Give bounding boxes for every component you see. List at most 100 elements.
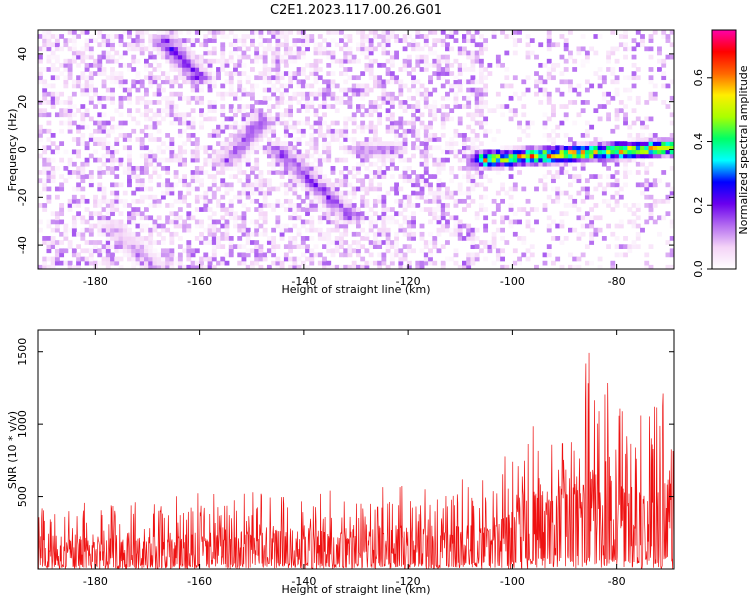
- spectrogram-cell: [538, 149, 544, 155]
- spectrogram-cell: [50, 157, 56, 163]
- spectrogram-cell: [131, 46, 137, 52]
- spectrogram-cell: [279, 42, 285, 48]
- spectrogram-cell: [466, 67, 472, 72]
- spectrogram-cell: [135, 87, 141, 93]
- spectrogram-cell: [114, 198, 120, 204]
- spectrogram-cell: [275, 223, 281, 229]
- spectrogram-cell: [364, 165, 370, 171]
- spectrogram-cell: [521, 149, 527, 155]
- spectrogram-cell: [292, 215, 298, 221]
- spectrogram-cell: [165, 219, 171, 225]
- spectrogram-cell: [652, 83, 658, 89]
- spectrogram-cell: [177, 252, 183, 258]
- spectrogram-cell: [46, 100, 52, 105]
- spectrogram-cell: [635, 215, 641, 221]
- spectrogram-cell: [436, 170, 442, 175]
- spectrogram-cell: [237, 194, 243, 200]
- spectrogram-cell: [254, 112, 260, 118]
- spectrogram-cell: [309, 252, 315, 258]
- spectrogram-cell: [283, 62, 289, 68]
- spectrogram-cell: [529, 252, 535, 258]
- spectrogram-cell: [423, 141, 429, 146]
- spectrogram-cell: [623, 141, 628, 146]
- spectrogram-cell: [156, 30, 162, 35]
- spectrogram-cell: [644, 141, 650, 146]
- spectrogram-cell: [50, 227, 56, 233]
- spectrogram-cell: [563, 153, 569, 159]
- spectrogram-cell: [618, 194, 624, 200]
- spectrogram-cell: [474, 120, 480, 126]
- spectrogram-cell: [84, 174, 90, 179]
- spectrogram-cell: [177, 116, 183, 122]
- spectrogram-cell: [623, 116, 628, 122]
- spectrogram-cell: [271, 186, 277, 192]
- spectrogram-cell: [258, 223, 264, 229]
- spectrogram-cell: [669, 133, 674, 138]
- spectrogram-cell: [470, 128, 476, 134]
- spectrogram-cell: [258, 190, 264, 196]
- spectrogram-cell: [406, 54, 412, 60]
- spectrogram-cell: [80, 120, 86, 126]
- spectrogram-cell: [309, 170, 315, 175]
- spectrogram-cell: [177, 223, 183, 229]
- spectrogram-cell: [67, 157, 73, 163]
- spectrogram-cell: [462, 236, 467, 241]
- spectrogram-cell: [368, 170, 374, 175]
- spectrogram-cell: [131, 236, 137, 241]
- spectrogram-cell: [194, 137, 200, 142]
- spectrogram-cell: [572, 67, 578, 72]
- spectrogram-cell: [283, 227, 289, 233]
- spectrogram-cell: [368, 104, 374, 109]
- spectrogram-cell: [343, 264, 349, 269]
- spectrogram-cell: [224, 34, 230, 39]
- spectrogram-cell: [343, 71, 349, 76]
- spectrogram-cell: [135, 120, 141, 126]
- spectrogram-cell: [275, 100, 281, 105]
- x-tick-label: -140: [291, 575, 316, 588]
- spectrogram-cell: [93, 248, 98, 254]
- spectrogram-cell: [283, 128, 289, 134]
- spectrogram-cell: [381, 30, 387, 35]
- spectrogram-cell: [640, 133, 645, 138]
- spectrogram-cell: [46, 161, 52, 167]
- spectrogram-cell: [177, 62, 183, 68]
- spectrogram-cell: [207, 133, 213, 138]
- spectrogram-cell: [97, 223, 103, 229]
- spectrogram-cell: [59, 128, 65, 134]
- spectrogram-cell: [606, 223, 611, 229]
- spectrogram-cell: [415, 30, 421, 35]
- spectrogram-cell: [148, 149, 154, 155]
- spectrogram-cell: [478, 79, 484, 85]
- spectrogram-cell: [538, 75, 544, 81]
- spectrogram-cell: [237, 83, 243, 89]
- spectrogram-cell: [343, 207, 349, 212]
- spectrogram-cell: [317, 215, 323, 221]
- spectrogram-cell: [118, 100, 124, 105]
- spectrogram-cell: [266, 104, 272, 109]
- spectrogram-cell: [601, 161, 607, 167]
- spectrogram-cell: [156, 215, 162, 221]
- spectrogram-cell: [38, 100, 43, 105]
- x-tick-label: -80: [608, 275, 626, 288]
- spectrogram-cell: [432, 194, 438, 200]
- spectrogram-cell: [63, 83, 69, 89]
- spectrogram-cell: [84, 91, 90, 97]
- spectrogram-cell: [110, 236, 115, 241]
- spectrogram-cell: [517, 170, 522, 175]
- spectrogram-cell: [423, 240, 429, 245]
- spectrogram-cell: [211, 252, 217, 258]
- spectrogram-cell: [631, 62, 637, 68]
- spectrogram-cell: [347, 149, 353, 155]
- spectrogram-cell: [356, 211, 361, 217]
- spectrogram-cell: [568, 141, 573, 146]
- spectrogram-cell: [258, 137, 264, 142]
- colorbar-label: Normalized spectral amplitude: [737, 65, 750, 234]
- spectrogram-cell: [402, 256, 408, 262]
- spectrogram-cell: [139, 256, 145, 262]
- spectrogram-cell: [648, 264, 654, 269]
- spectrogram-cell: [275, 137, 281, 142]
- spectrogram-cell: [59, 186, 65, 192]
- spectrogram-cell: [487, 248, 493, 254]
- spectrogram-cell: [449, 137, 455, 142]
- spectrogram-cell: [245, 54, 251, 60]
